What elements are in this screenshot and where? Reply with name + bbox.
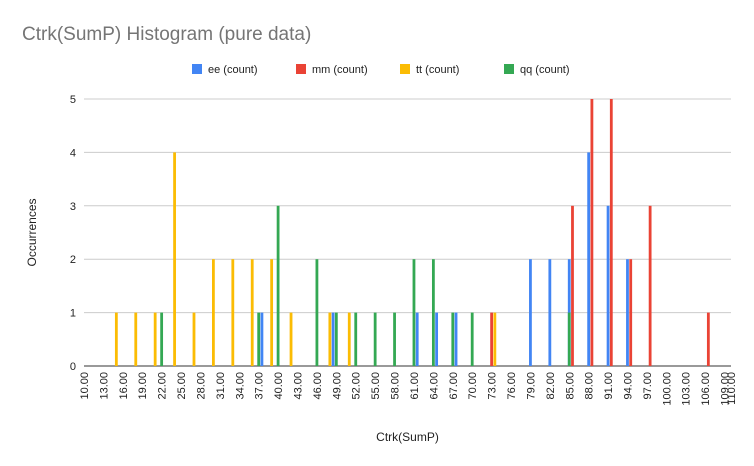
bar [415,312,419,366]
bar [160,312,164,366]
bar [257,312,261,366]
bar [571,205,574,366]
x-tick-label: 58.00 [390,372,402,400]
bar [626,259,629,366]
x-tick-label: 106.00 [700,372,712,406]
bar [315,259,319,366]
bar [454,312,458,366]
bar [609,99,613,366]
bar [590,99,594,366]
bar [153,312,157,366]
bar [354,312,358,366]
x-tick-label: 76.00 [506,372,518,400]
x-tick-label: 88.00 [584,372,596,400]
x-tick-label: 10.00 [79,372,91,400]
x-tick-label: 16.00 [118,372,130,400]
bar [334,312,338,366]
legend-label: tt (count) [416,64,459,76]
chart-title: Ctrk(SumP) Histogram (pure data) [22,24,312,45]
bar [648,205,652,366]
x-tick-label: 70.00 [467,372,479,400]
x-tick-label: 73.00 [487,372,499,400]
y-tick-label: 0 [70,361,76,373]
x-tick-label: 34.00 [234,372,246,400]
legend-swatch [400,64,410,74]
x-tick-label: 82.00 [545,372,557,400]
bar [490,312,494,366]
bar [435,312,439,366]
y-tick-label: 2 [70,254,76,266]
x-tick-label: 61.00 [409,372,421,400]
bar [114,312,118,366]
bar [431,259,435,366]
x-tick-label: 31.00 [215,372,227,400]
x-tick-label: 13.00 [98,372,110,400]
bar [270,259,274,366]
bar [328,312,332,366]
bar [567,312,571,366]
bar [629,259,633,366]
x-tick-label: 55.00 [370,372,382,400]
bar [231,259,235,366]
bar [173,152,176,366]
legend-swatch [192,64,202,74]
x-tick-label: 110.00 [726,372,738,405]
legend-label: ee (count) [208,64,258,76]
x-tick-label: 22.00 [157,372,169,400]
bar [373,312,377,366]
x-tick-label: 28.00 [195,372,207,400]
x-tick-label: 64.00 [428,372,440,400]
x-tick-label: 85.00 [564,372,576,400]
x-tick-label: 52.00 [351,372,363,400]
bar [587,152,591,366]
bar [212,259,215,366]
bar [276,205,280,366]
y-tick-label: 3 [70,201,76,213]
bar [347,312,351,366]
legend-label: mm (count) [312,64,368,76]
x-tick-label: 19.00 [137,372,149,400]
bar [412,259,416,366]
x-tick-label: 25.00 [176,372,188,400]
x-tick-label: 40.00 [273,372,285,400]
x-tick-label: 46.00 [312,372,324,400]
x-tick-label: 49.00 [331,372,343,400]
x-tick-label: 43.00 [293,372,305,400]
x-tick-label: 91.00 [603,372,615,400]
x-tick-label: 94.00 [622,372,634,400]
y-axis-label: Occurrences [25,198,39,266]
legend-label: qq (count) [520,64,570,76]
x-tick-label: 100.00 [661,372,673,406]
bar [393,312,396,366]
x-tick-label: 103.00 [681,372,693,406]
x-tick-label: 67.00 [448,372,460,400]
bar [470,312,474,366]
bar [493,312,497,366]
bar [192,312,196,366]
bar [529,259,532,366]
y-tick-label: 1 [70,308,76,320]
x-tick-label: 79.00 [525,372,537,400]
bar [250,259,254,366]
bar [134,312,138,366]
x-tick-label: 37.00 [254,372,266,400]
bar [451,312,455,366]
bar [606,205,610,366]
bar [331,312,335,366]
legend-swatch [504,64,514,74]
x-tick-label: 97.00 [642,372,654,400]
legend-swatch [296,64,306,74]
bar [548,259,552,366]
bar [260,312,264,366]
y-tick-label: 5 [70,94,76,106]
y-tick-label: 4 [70,147,76,159]
x-axis-label: Ctrk(SumP) [376,430,439,444]
bar [289,312,293,366]
bar [706,312,710,366]
x-tick-label: 109.00 [720,372,732,406]
